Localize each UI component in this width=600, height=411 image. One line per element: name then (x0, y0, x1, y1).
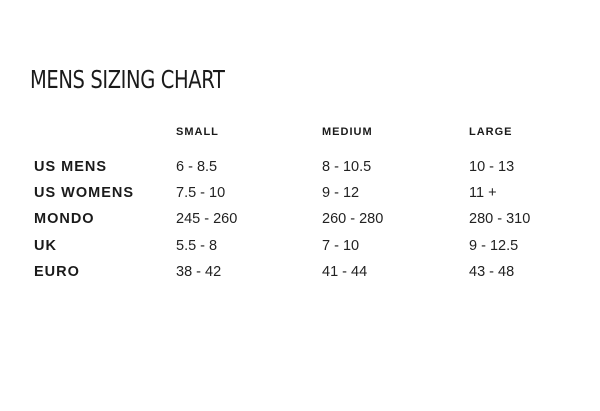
cell-medium: 260 - 280 (322, 211, 384, 227)
table-row-mondo: MONDO 245 - 260 260 - 280 280 - 310 (0, 209, 600, 229)
column-header-large: LARGE (469, 126, 513, 138)
cell-medium: 9 - 12 (322, 185, 360, 201)
table-row-us-mens: US MENS 6 - 8.5 8 - 10.5 10 - 13 (0, 157, 600, 177)
table-row-uk: UK 5.5 - 8 7 - 10 9 - 12.5 (0, 236, 600, 256)
cell-large: 43 - 48 (469, 264, 515, 280)
cell-small: 7.5 - 10 (176, 185, 226, 201)
cell-medium: 8 - 10.5 (322, 159, 372, 175)
row-label: EURO (34, 264, 80, 280)
row-label: US MENS (34, 159, 108, 175)
cell-large: 11 + (469, 185, 497, 201)
cell-small: 5.5 - 8 (176, 238, 218, 254)
page-title: MENS SIZING CHART (30, 65, 225, 94)
cell-medium: 41 - 44 (322, 264, 368, 280)
cell-large: 9 - 12.5 (469, 238, 519, 254)
cell-small: 245 - 260 (176, 211, 238, 227)
row-label: MONDO (34, 211, 95, 227)
cell-large: 280 - 310 (469, 211, 531, 227)
table-row-us-womens: US WOMENS 7.5 - 10 9 - 12 11 + (0, 183, 600, 203)
cell-small: 38 - 42 (176, 264, 222, 280)
row-label: UK (34, 238, 57, 254)
column-header-small: SMALL (176, 126, 219, 138)
cell-large: 10 - 13 (469, 159, 515, 175)
row-label: US WOMENS (34, 185, 135, 201)
cell-medium: 7 - 10 (322, 238, 360, 254)
column-header-medium: MEDIUM (322, 126, 373, 138)
cell-small: 6 - 8.5 (176, 159, 218, 175)
table-row-euro: EURO 38 - 42 41 - 44 43 - 48 (0, 262, 600, 282)
